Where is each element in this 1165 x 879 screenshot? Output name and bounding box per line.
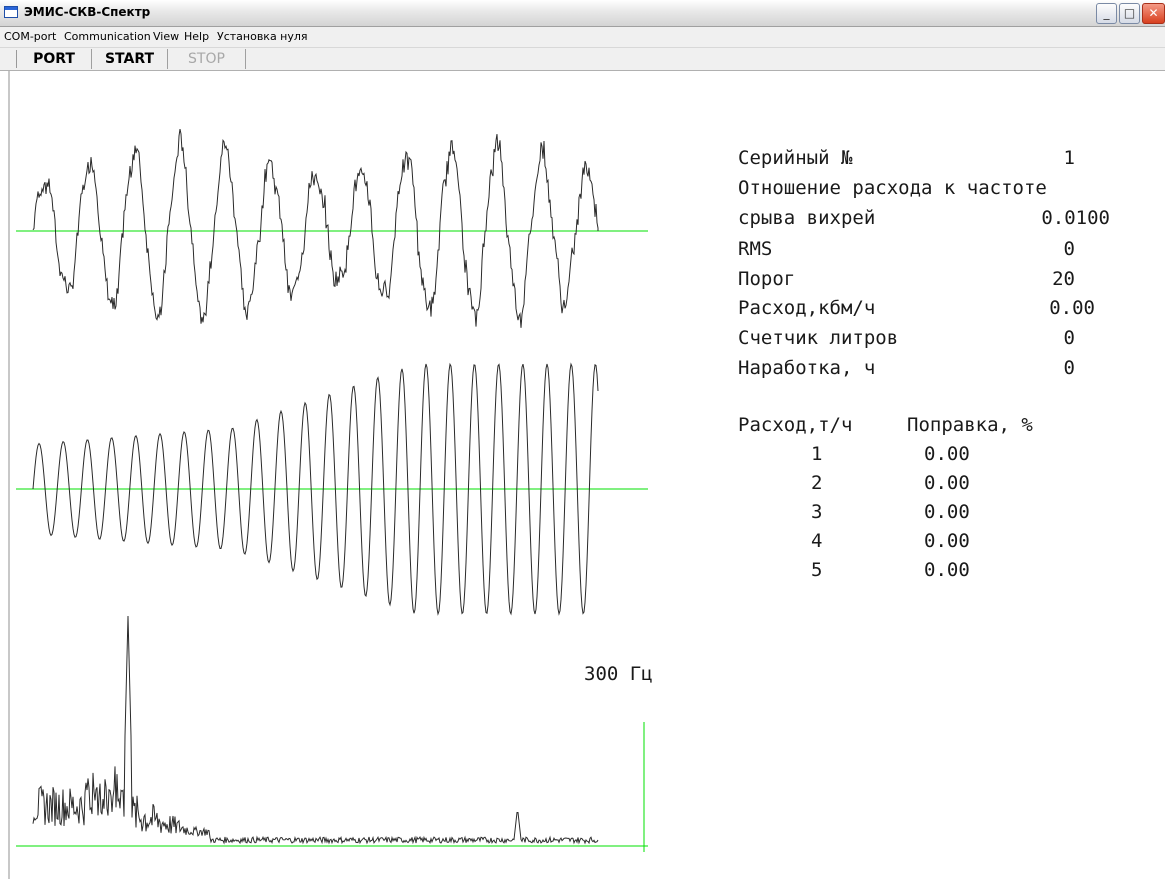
toolbar: PORT START STOP [0, 48, 1165, 71]
title-bar[interactable]: ЭМИС-СКВ-Спектр _ □ ✕ [0, 0, 1165, 27]
axis-lines [16, 230, 648, 852]
threshold-label: Порог [738, 268, 796, 290]
correction-row-value: 0.00 [924, 472, 970, 494]
menu-com-port[interactable]: COM-port [4, 30, 57, 43]
port-button[interactable]: PORT [17, 49, 92, 69]
correction-row-n: 5 [811, 559, 823, 581]
menu-help[interactable]: Help [184, 30, 210, 43]
spectrum-trace [32, 615, 599, 845]
ratio-label-line2: срыва вихрей [738, 207, 876, 229]
stop-button[interactable]: STOP [168, 49, 246, 69]
ratio-value: 0.0100 [1041, 207, 1110, 229]
ratio-label-line1: Отношение расхода к частоте [738, 177, 1047, 199]
flow-label: Расход,кбм/ч [738, 297, 876, 319]
menu-view[interactable]: View [153, 30, 180, 43]
menu-communication[interactable]: Communication [64, 30, 151, 43]
correction-row-value: 0.00 [924, 559, 970, 581]
correction-row-value: 0.00 [924, 443, 970, 465]
serial-label: Серийный № [738, 147, 853, 169]
raw-signal-trace [32, 128, 599, 328]
correction-row-n: 1 [811, 443, 823, 465]
rms-label: RMS [738, 238, 773, 260]
close-button[interactable]: ✕ [1142, 3, 1165, 24]
maximize-button[interactable]: □ [1119, 3, 1140, 24]
filtered-signal-trace [32, 362, 599, 616]
toolbar-grip [16, 50, 17, 68]
correction-row-value: 0.00 [924, 501, 970, 523]
serial-value: 1 [1063, 147, 1075, 169]
correction-col-percent: Поправка, % [907, 414, 1033, 436]
app-window-icon [4, 6, 18, 18]
menu-bar: COM-port Communication View Help Установ… [0, 27, 1165, 48]
liters-value: 0 [1063, 327, 1075, 349]
canvas-left-border [8, 71, 10, 879]
window-title: ЭМИС-СКВ-Спектр [24, 5, 151, 19]
spectrum-frequency-label: 300 Гц [584, 663, 653, 685]
threshold-value: 20 [1052, 268, 1075, 290]
flow-value: 0.00 [1049, 297, 1095, 319]
correction-row-n: 4 [811, 530, 823, 552]
correction-col-flow: Расход,т/ч [738, 414, 853, 436]
liters-label: Счетчик литров [738, 327, 899, 349]
hours-label: Наработка, ч [738, 357, 876, 379]
correction-row-n: 2 [811, 472, 823, 494]
rms-value: 0 [1063, 238, 1075, 260]
correction-row-value: 0.00 [924, 530, 970, 552]
minimize-button[interactable]: _ [1096, 3, 1117, 24]
start-button[interactable]: START [92, 49, 168, 69]
plot-canvas [0, 71, 1165, 879]
correction-row-n: 3 [811, 501, 823, 523]
hours-value: 0 [1063, 357, 1075, 379]
menu-zero-setup[interactable]: Установка нуля [217, 30, 308, 43]
